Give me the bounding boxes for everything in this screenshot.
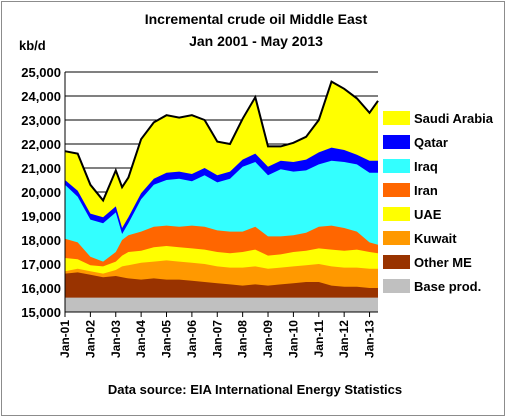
y-tick-label: 17,000	[21, 257, 61, 272]
y-tick-label: 16,000	[21, 281, 61, 296]
y-tick-label: 15,000	[21, 305, 61, 320]
x-tick-label: Jan-12	[337, 320, 351, 358]
x-tick-label: Jan-13	[363, 320, 377, 358]
x-tick-label: Jan-10	[286, 320, 300, 358]
legend-iran-swatch	[383, 183, 410, 197]
legend-kuwait-swatch	[383, 231, 410, 245]
legend-other-me-label: Other ME	[414, 255, 472, 270]
legend-base-prod-swatch	[383, 279, 410, 293]
x-tick-label: Jan-11	[312, 320, 326, 358]
legend-iraq-label: Iraq	[414, 159, 438, 174]
y-tick-label: 25,000	[21, 65, 61, 80]
y-axis-unit-label: kb/d	[19, 38, 46, 53]
legend-other-me-swatch	[383, 255, 410, 269]
x-tick-label: Jan-01	[58, 320, 72, 358]
legend-kuwait-label: Kuwait	[414, 231, 457, 246]
chart-subtitle: Jan 2001 - May 2013	[189, 33, 323, 49]
legend-qatar-label: Qatar	[414, 135, 448, 150]
legend-iran-label: Iran	[414, 183, 438, 198]
legend-qatar-swatch	[383, 135, 410, 149]
total-outline	[64, 80, 379, 203]
x-tick-label: Jan-05	[160, 320, 174, 358]
y-tick-label: 18,000	[21, 233, 61, 248]
legend-base-prod-label: Base prod.	[414, 279, 481, 294]
x-tick-label: Jan-03	[109, 320, 123, 358]
y-tick-label: 19,000	[21, 209, 61, 224]
y-tick-label: 23,000	[21, 113, 61, 128]
x-tick-label: Jan-06	[185, 320, 199, 358]
plot-area: 15,000 16,000 17,000 18,000 19,000 20,000 21,0…	[21, 65, 379, 358]
y-tick-label: 22,000	[21, 137, 61, 152]
legend: Saudi Arabia Qatar Iraq Iran UAE Kuwait Other …	[383, 111, 494, 294]
x-tick-label: Jan-02	[83, 320, 97, 358]
y-tick-label: 21,000	[21, 161, 61, 176]
series-area-base-prod	[65, 297, 378, 312]
x-tick-label: Jan-09	[261, 320, 275, 358]
x-tick-label: Jan-04	[134, 320, 148, 358]
y-tick-label: 24,000	[21, 89, 61, 104]
legend-uae-swatch	[383, 207, 410, 221]
legend-uae-label: UAE	[414, 207, 442, 222]
legend-iraq-swatch	[383, 159, 410, 173]
y-tick-label: 20,000	[21, 185, 61, 200]
x-tick-label: Jan-08	[236, 320, 250, 358]
legend-saudi-arabia-swatch	[383, 111, 410, 125]
chart-title: Incremental crude oil Middle East	[145, 11, 368, 27]
x-tick-label: Jan-07	[210, 320, 224, 358]
data-source-note: Data source: EIA International Energy St…	[108, 382, 402, 397]
legend-saudi-arabia-label: Saudi Arabia	[414, 111, 494, 126]
